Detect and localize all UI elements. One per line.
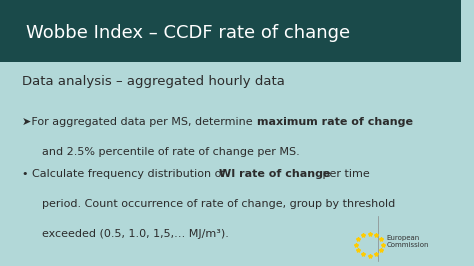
Text: per time: per time bbox=[319, 169, 369, 179]
Text: Data analysis – aggregated hourly data: Data analysis – aggregated hourly data bbox=[22, 75, 285, 88]
Text: Wobbe Index – CCDF rate of change: Wobbe Index – CCDF rate of change bbox=[27, 24, 350, 42]
Text: period. Count occurrence of rate of change, group by threshold: period. Count occurrence of rate of chan… bbox=[42, 199, 395, 209]
Text: ➤For aggregated data per MS, determine: ➤For aggregated data per MS, determine bbox=[22, 117, 256, 127]
Text: exceeded (0.5, 1.0, 1,5,… MJ/m³).: exceeded (0.5, 1.0, 1,5,… MJ/m³). bbox=[42, 229, 229, 239]
FancyBboxPatch shape bbox=[0, 0, 461, 62]
Text: European
Commission: European Commission bbox=[387, 235, 429, 248]
Text: WI rate of change: WI rate of change bbox=[219, 169, 330, 179]
Text: maximum rate of change: maximum rate of change bbox=[257, 117, 413, 127]
Text: • Calculate frequency distribution of: • Calculate frequency distribution of bbox=[22, 169, 228, 179]
Text: and 2.5% percentile of rate of change per MS.: and 2.5% percentile of rate of change pe… bbox=[42, 147, 300, 157]
